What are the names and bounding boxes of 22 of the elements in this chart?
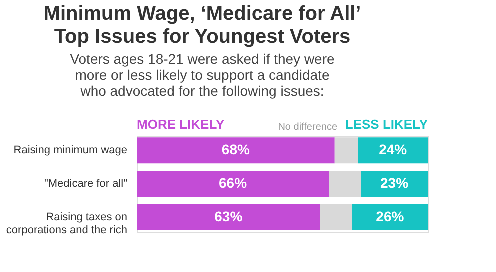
bar [361,171,428,197]
data-label: 24% [379,142,408,158]
bar [137,204,320,230]
bar [137,171,330,197]
series-label: No difference [278,122,338,133]
bar [358,138,428,164]
bar [352,204,428,230]
series-label: MORE LIKELY [137,117,225,132]
series-label: LESS LIKELY [345,117,428,132]
data-label: 23% [380,175,410,191]
y-tick-label: Raising minimum wage [14,144,128,157]
y-tick-label: Raising taxes on corporations and the rich [6,211,128,236]
y-tick-label: "Medicare for all" [44,178,128,190]
bar [329,171,362,197]
data-label: 26% [376,208,405,224]
chart-title: Minimum Wage, ‘Medicare for All’ Top Issues for Youngest Voters [44,3,362,48]
data-label: 63% [214,208,244,224]
data-label: 66% [219,175,248,191]
data-label: 68% [222,142,250,158]
bar [137,138,335,164]
bar [320,204,352,230]
chart-subtitle: Voters ages 18-21 were asked if they were more or less likely to support a candidate who advocated for the following issues: [70,51,336,99]
